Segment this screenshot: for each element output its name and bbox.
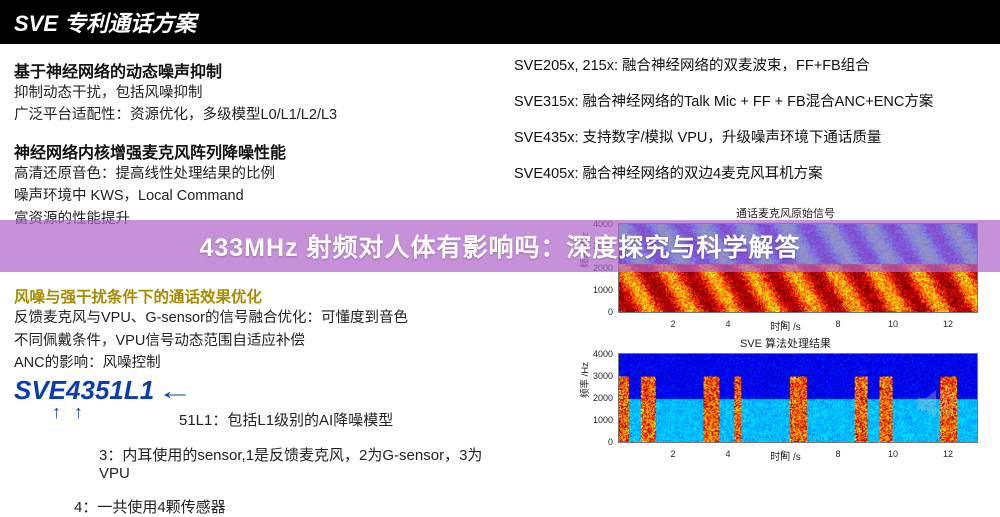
right-line-4: SVE405x: 融合神经网络的双边4麦克风耳机方案 [514,162,984,183]
up-arrow-icon: ↑ [52,402,61,423]
right-line-3: SVE435x: 支持数字/模拟 VPU，升级噪声环境下通话质量 [514,126,984,147]
x-tick: 4 [725,319,730,329]
x-tick: 8 [835,319,840,329]
spectrogram2-title: SVE 算法处理结果 [583,335,988,351]
up-arrow-icon: ↑ [74,402,83,423]
x-tick: 2 [670,319,675,329]
x-tick: 4 [725,449,730,459]
right-line-2: SVE315x: 融合神经网络的Talk Mic + FF + FB混合ANC+… [514,90,984,111]
spectrogram1-xlabel: 时间 /s [770,318,801,333]
spectrogram2-xlabel: 时间 /s [770,448,801,463]
section2-line1: 高清还原音色：提高线性处理结果的比例 [14,163,504,185]
section2-line2: 噪声环境中 KWS，Local Command [14,185,504,207]
overlay-banner-text: 433MHz 射频对人体有影响吗：深度探究与科学解答 [199,228,800,264]
x-tick: 10 [888,449,898,459]
overlay-banner: 433MHz 射频对人体有影响吗：深度探究与科学解答 [0,220,1000,272]
y-tick: 1000 [583,285,613,295]
x-tick: 12 [943,319,953,329]
section3-heading: 风噪与强干扰条件下的通话效果优化 [14,285,504,307]
section1-line2: 广泛平台适配性：资源优化，多级模型L0/L1/L2/L3 [14,104,504,126]
annotation-3: 3：内耳使用的sensor,1是反馈麦克风，2为G-sensor，3为VPU [99,444,504,482]
y-tick: 4000 [583,349,613,359]
section3-line1: 反馈麦克风与VPU、G-sensor的信号融合优化：可懂度到音色 [14,307,504,329]
section1-line1: 抑制动态干扰，包括风噪抑制 [14,82,504,104]
y-tick: 0 [583,307,613,317]
section2-heading: 神经网络内核增强麦克风阵列降噪性能 [14,139,504,163]
arrow-left-icon: ← [157,378,193,406]
right-line-1: SVE205x, 215x: 融合神经网络的双麦波束，FF+FB组合 [514,54,984,75]
annotation-51l1: 51L1：包括L1级别的AI降噪模型 [179,409,504,430]
x-tick: 8 [835,449,840,459]
x-tick: 10 [888,319,898,329]
section3-line3: ANC的影响：风噪控制 [14,352,504,374]
section3-line2: 不同佩戴条件，VPU信号动态范围自适应补偿 [14,330,504,352]
left-column: 基于神经网络的动态噪声抑制 抑制动态干扰，包括风噪抑制 广泛平台适配性：资源优化… [14,54,504,517]
y-tick: 0 [583,437,613,447]
annotation-4: 4：一共使用4颗传感器 [74,496,504,517]
section1-heading: 基于神经网络的动态噪声抑制 [14,58,504,82]
page-title: SVE 专利通话方案 [14,11,196,36]
speaker-icon [912,380,960,428]
product-code: SVE4351L1 [14,375,154,405]
page-header: SVE 专利通话方案 [0,0,1000,44]
x-tick: 2 [670,449,675,459]
y-tick: 3000 [583,371,613,381]
y-tick: 2000 [583,393,613,403]
x-tick: 12 [943,449,953,459]
y-tick: 1000 [583,415,613,425]
product-code-row: SVE4351L1 ← [14,375,504,406]
spectrogram1-title: 通话麦克风原始信号 [583,205,988,221]
